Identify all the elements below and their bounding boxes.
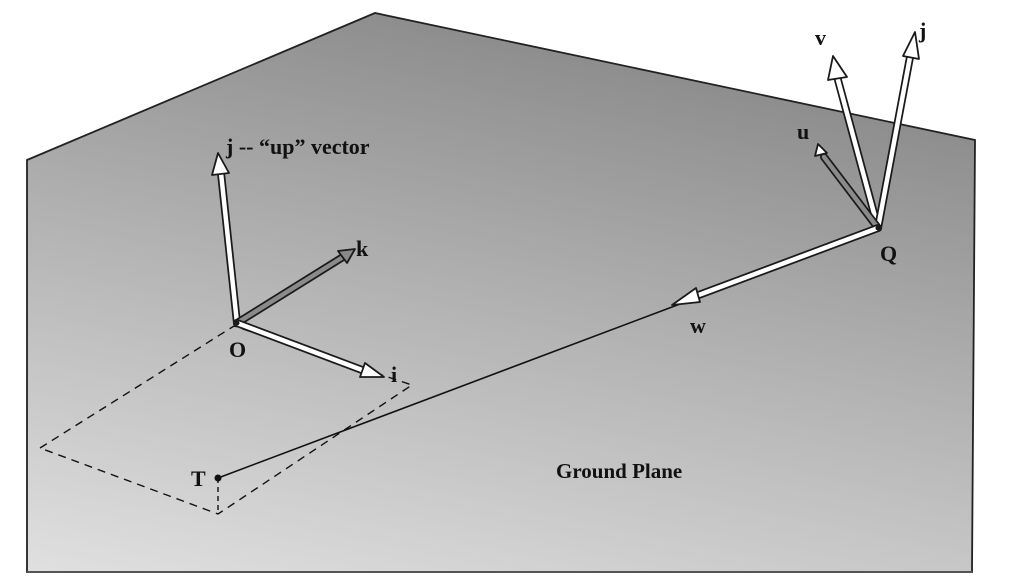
arrow-w: [671, 224, 882, 306]
label-v: v: [815, 25, 826, 50]
world-axes: [211, 152, 385, 378]
arrow-k: [233, 248, 356, 327]
label-T: T: [191, 466, 206, 491]
camera-axes: [671, 31, 920, 306]
label-i: i: [391, 362, 397, 387]
label-j-camera: j: [918, 18, 926, 43]
label-k: k: [356, 236, 369, 261]
ground-plane: [26, 12, 976, 573]
label-Q: Q: [880, 241, 897, 266]
label-u: u: [797, 119, 809, 144]
label-O: O: [229, 337, 246, 362]
label-ground-plane: Ground Plane: [556, 459, 682, 483]
arrow-j-camera: [874, 31, 920, 232]
label-w: w: [690, 313, 706, 338]
arrow-i: [233, 319, 385, 378]
arrow-j-up: [211, 152, 241, 327]
arrow-v: [827, 55, 882, 232]
label-up-vector: j -- “up” vector: [225, 134, 370, 159]
point-T: [214, 474, 222, 482]
arrow-u: [814, 143, 882, 232]
line-T-to-w: [217, 303, 681, 479]
